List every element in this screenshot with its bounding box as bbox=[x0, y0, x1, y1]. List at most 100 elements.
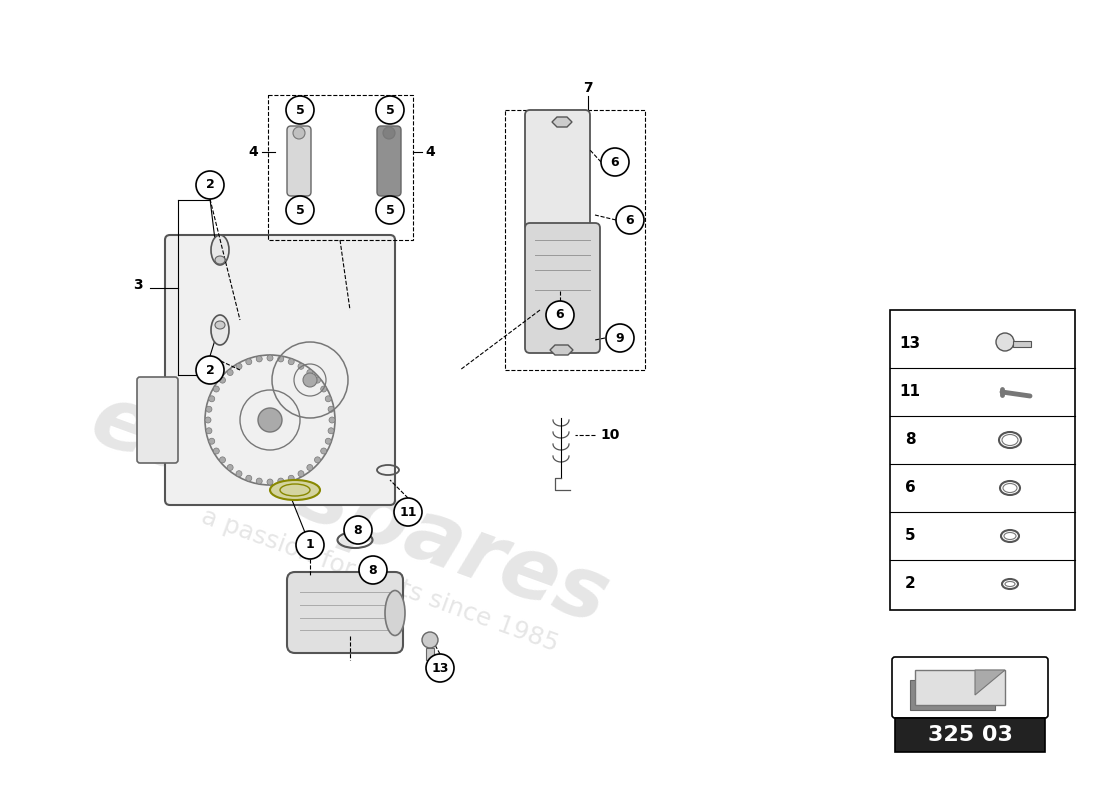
Ellipse shape bbox=[211, 235, 229, 265]
Circle shape bbox=[293, 127, 305, 139]
Text: 5: 5 bbox=[904, 529, 915, 543]
FancyBboxPatch shape bbox=[287, 572, 403, 653]
Circle shape bbox=[288, 475, 294, 482]
Circle shape bbox=[236, 363, 242, 370]
FancyBboxPatch shape bbox=[138, 377, 178, 463]
Text: 2: 2 bbox=[206, 363, 214, 377]
Text: 13: 13 bbox=[900, 337, 921, 351]
Bar bbox=[890, 310, 1075, 610]
Circle shape bbox=[422, 632, 438, 648]
Bar bbox=[1013, 341, 1031, 347]
Circle shape bbox=[288, 358, 294, 365]
Text: 6: 6 bbox=[626, 214, 635, 226]
Text: 11: 11 bbox=[900, 385, 921, 399]
Circle shape bbox=[286, 96, 313, 124]
Circle shape bbox=[321, 448, 327, 454]
Circle shape bbox=[209, 396, 214, 402]
FancyBboxPatch shape bbox=[165, 235, 395, 505]
Ellipse shape bbox=[385, 590, 405, 635]
Circle shape bbox=[206, 428, 212, 434]
Circle shape bbox=[213, 386, 219, 392]
Circle shape bbox=[220, 377, 225, 383]
FancyBboxPatch shape bbox=[525, 110, 590, 230]
Bar bbox=[505, 110, 645, 370]
Circle shape bbox=[601, 148, 629, 176]
Bar bbox=[426, 648, 434, 660]
Text: 7: 7 bbox=[583, 81, 593, 95]
Circle shape bbox=[326, 396, 331, 402]
Text: 5: 5 bbox=[296, 203, 305, 217]
Circle shape bbox=[258, 408, 282, 432]
Circle shape bbox=[546, 301, 574, 329]
Circle shape bbox=[376, 96, 404, 124]
Text: 11: 11 bbox=[399, 506, 417, 518]
Circle shape bbox=[321, 386, 327, 392]
Circle shape bbox=[209, 438, 214, 444]
Circle shape bbox=[245, 475, 252, 482]
Circle shape bbox=[296, 531, 324, 559]
Ellipse shape bbox=[214, 256, 225, 264]
Circle shape bbox=[278, 356, 284, 362]
Text: 8: 8 bbox=[904, 433, 915, 447]
Circle shape bbox=[307, 465, 312, 470]
Circle shape bbox=[383, 127, 395, 139]
FancyBboxPatch shape bbox=[525, 223, 600, 353]
Circle shape bbox=[344, 516, 372, 544]
Circle shape bbox=[206, 406, 212, 412]
Text: 5: 5 bbox=[386, 203, 395, 217]
Text: 6: 6 bbox=[904, 481, 915, 495]
Circle shape bbox=[616, 206, 644, 234]
Bar bbox=[895, 718, 1045, 752]
Circle shape bbox=[267, 355, 273, 361]
Text: 3: 3 bbox=[133, 278, 143, 292]
Text: 2: 2 bbox=[206, 178, 214, 191]
Text: 5: 5 bbox=[296, 103, 305, 117]
Circle shape bbox=[315, 457, 320, 463]
Ellipse shape bbox=[270, 480, 320, 500]
Circle shape bbox=[220, 457, 225, 463]
Text: a passion for parts since 1985: a passion for parts since 1985 bbox=[198, 504, 562, 656]
Text: 1: 1 bbox=[306, 538, 315, 551]
Polygon shape bbox=[910, 680, 996, 710]
Circle shape bbox=[256, 356, 262, 362]
Text: 8: 8 bbox=[368, 563, 377, 577]
Circle shape bbox=[286, 196, 313, 224]
Circle shape bbox=[307, 370, 312, 375]
Circle shape bbox=[196, 171, 224, 199]
Circle shape bbox=[213, 448, 219, 454]
Text: 325 03: 325 03 bbox=[927, 725, 1012, 745]
Circle shape bbox=[302, 373, 317, 387]
Circle shape bbox=[996, 333, 1014, 351]
Text: 5: 5 bbox=[386, 103, 395, 117]
Circle shape bbox=[278, 478, 284, 484]
Circle shape bbox=[376, 196, 404, 224]
Circle shape bbox=[606, 324, 634, 352]
Text: 8: 8 bbox=[354, 523, 362, 537]
FancyBboxPatch shape bbox=[892, 657, 1048, 718]
Text: 6: 6 bbox=[610, 155, 619, 169]
Polygon shape bbox=[552, 117, 572, 127]
Circle shape bbox=[394, 498, 422, 526]
Circle shape bbox=[298, 363, 304, 370]
Text: 4: 4 bbox=[249, 145, 258, 159]
Circle shape bbox=[329, 417, 336, 423]
Ellipse shape bbox=[211, 315, 229, 345]
Text: 4: 4 bbox=[425, 145, 435, 159]
Circle shape bbox=[245, 358, 252, 365]
Circle shape bbox=[236, 470, 242, 477]
Circle shape bbox=[315, 377, 320, 383]
FancyBboxPatch shape bbox=[377, 126, 402, 196]
Polygon shape bbox=[550, 345, 573, 355]
Text: 9: 9 bbox=[616, 331, 625, 345]
Text: 10: 10 bbox=[600, 428, 619, 442]
Text: 2: 2 bbox=[904, 577, 915, 591]
Circle shape bbox=[359, 556, 387, 584]
Polygon shape bbox=[975, 670, 1005, 695]
Text: 13: 13 bbox=[431, 662, 449, 674]
Circle shape bbox=[298, 470, 304, 477]
Text: eurospares: eurospares bbox=[80, 378, 620, 642]
Circle shape bbox=[328, 406, 334, 412]
Circle shape bbox=[256, 478, 262, 484]
Circle shape bbox=[205, 417, 211, 423]
Bar bbox=[268, 95, 412, 240]
